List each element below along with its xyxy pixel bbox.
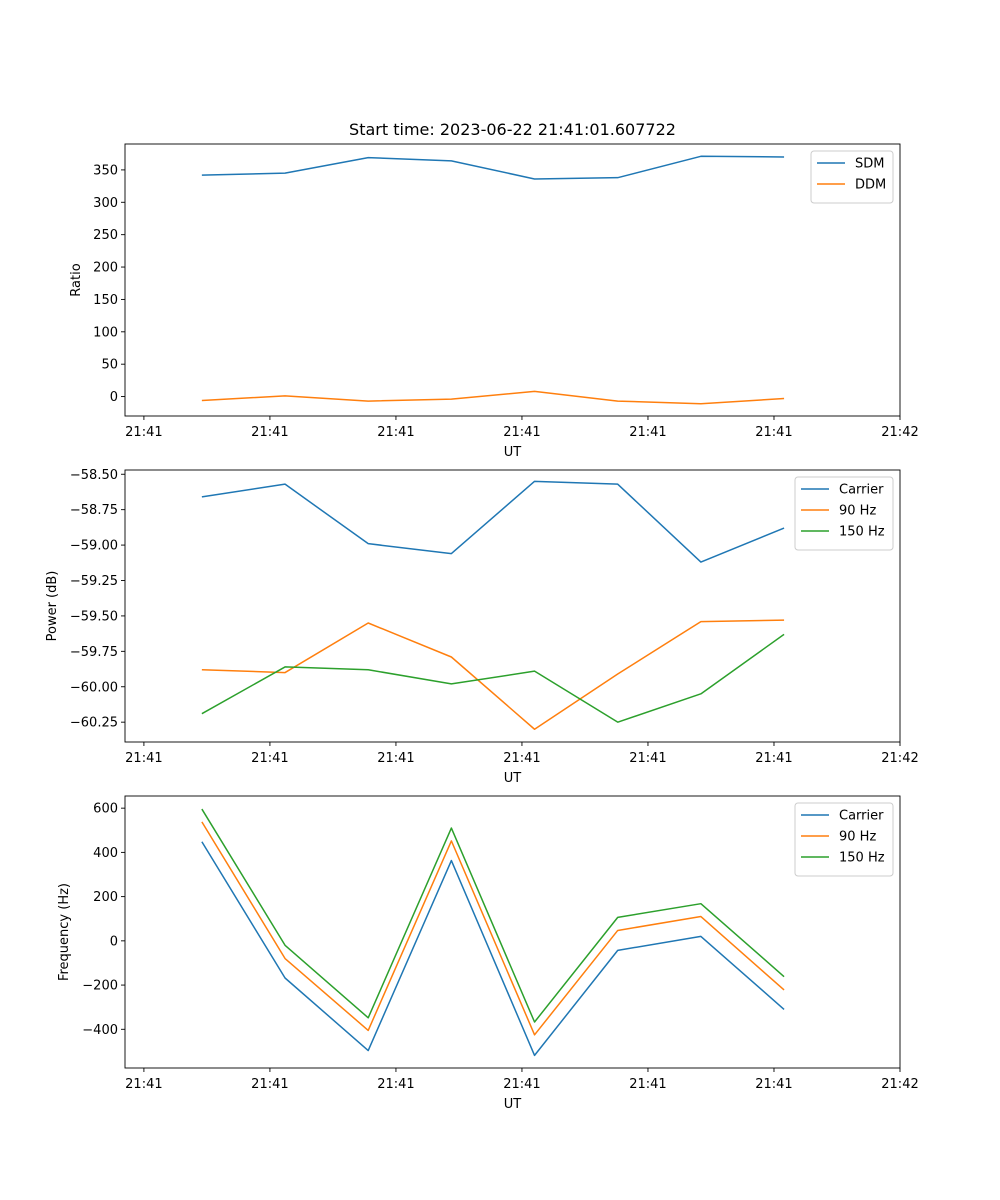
- series-line-1-1: [201, 155, 785, 180]
- x-tick-label: 21:41: [755, 1077, 792, 1092]
- legend-label: SDM: [855, 157, 884, 172]
- y-tick-label: −58.75: [70, 503, 118, 518]
- y-tick-label: 0: [110, 934, 118, 949]
- series-line-3-2: [201, 821, 785, 1036]
- y-tick-label: −59.75: [70, 645, 118, 660]
- x-tick-label: 21:41: [503, 1077, 540, 1092]
- x-tick-label: 21:41: [755, 425, 792, 440]
- y-axis-label: Ratio: [69, 263, 84, 296]
- y-tick-label: 250: [93, 228, 118, 243]
- y-tick-label: −60.00: [70, 680, 118, 695]
- y-tick-label: −58.50: [70, 468, 118, 483]
- y-tick-label: 350: [93, 163, 118, 178]
- x-axis-label: UT: [504, 771, 522, 786]
- x-tick-label: 21:41: [251, 751, 288, 766]
- y-tick-label: −59.00: [70, 539, 118, 554]
- y-tick-label: −400: [82, 1023, 118, 1038]
- y-tick-label: 300: [93, 196, 118, 211]
- x-tick-label: 21:41: [125, 1077, 162, 1092]
- x-tick-label: 21:41: [629, 1077, 666, 1092]
- y-tick-label: −59.50: [70, 609, 118, 624]
- x-tick-label: 21:41: [503, 425, 540, 440]
- legend-label: Carrier: [839, 483, 884, 498]
- series-line-1-2: [201, 390, 785, 405]
- y-tick-label: −60.25: [70, 716, 118, 731]
- x-tick-label: 21:41: [251, 425, 288, 440]
- legend-label: 90 Hz: [839, 830, 876, 845]
- y-tick-label: −59.25: [70, 574, 118, 589]
- legend-label: 90 Hz: [839, 504, 876, 519]
- axes-frame: [124, 795, 901, 1069]
- x-tick-label: 21:41: [629, 425, 666, 440]
- series-line-2-2: [201, 619, 785, 730]
- x-tick-label: 21:41: [377, 425, 414, 440]
- axes-frame: [124, 143, 901, 417]
- legend: Carrier 90 Hz 150 Hz: [794, 802, 894, 877]
- chart-panel-1: 21:41 21:41 21:41 21:41 21:41 21:41 21:42 0 50 10…: [69, 120, 919, 460]
- y-axis-label: Frequency (Hz): [57, 883, 72, 981]
- y-tick-label: 200: [93, 261, 118, 276]
- chart-panel-3: 21:41 21:41 21:41 21:41 21:41 21:41 21:42 −400 −…: [57, 795, 919, 1112]
- y-tick-label: 0: [110, 390, 118, 405]
- legend-box: [810, 150, 894, 204]
- x-tick-label: 21:41: [629, 751, 666, 766]
- x-axis-label: UT: [504, 1097, 522, 1112]
- legend-label: 150 Hz: [839, 525, 885, 540]
- legend: SDM DDM: [810, 150, 894, 204]
- y-tick-label: −200: [82, 979, 118, 994]
- x-axis-label: UT: [504, 445, 522, 460]
- series-line-3-3: [201, 808, 785, 1023]
- chart-panel-2: 21:41 21:41 21:41 21:41 21:41 21:41 21:42 −60.2…: [45, 468, 919, 786]
- x-tick-label: 21:41: [377, 751, 414, 766]
- x-tick-label: 21:42: [881, 751, 918, 766]
- y-tick-label: 50: [101, 358, 118, 373]
- y-tick-label: 150: [93, 293, 118, 308]
- y-tick-label: 100: [93, 325, 118, 340]
- y-tick-label: 600: [93, 802, 118, 817]
- legend-label: DDM: [855, 178, 886, 193]
- series-line-3-1: [201, 841, 785, 1057]
- chart-title: Start time: 2023-06-22 21:41:01.607722: [349, 120, 676, 139]
- y-tick-label: 400: [93, 846, 118, 861]
- x-tick-label: 21:41: [377, 1077, 414, 1092]
- y-tick-label: 200: [93, 890, 118, 905]
- x-tick-label: 21:41: [251, 1077, 288, 1092]
- axes-frame: [124, 469, 901, 743]
- series-line-2-1: [201, 480, 785, 563]
- x-tick-label: 21:41: [125, 425, 162, 440]
- x-tick-label: 21:42: [881, 1077, 918, 1092]
- legend-label: Carrier: [839, 809, 884, 824]
- x-tick-label: 21:41: [755, 751, 792, 766]
- legend-label: 150 Hz: [839, 851, 885, 866]
- legend: Carrier 90 Hz 150 Hz: [794, 476, 894, 551]
- x-tick-label: 21:41: [125, 751, 162, 766]
- x-tick-label: 21:42: [881, 425, 918, 440]
- x-tick-label: 21:41: [503, 751, 540, 766]
- series-line-2-3: [201, 633, 785, 723]
- y-axis-label: Power (dB): [45, 571, 60, 642]
